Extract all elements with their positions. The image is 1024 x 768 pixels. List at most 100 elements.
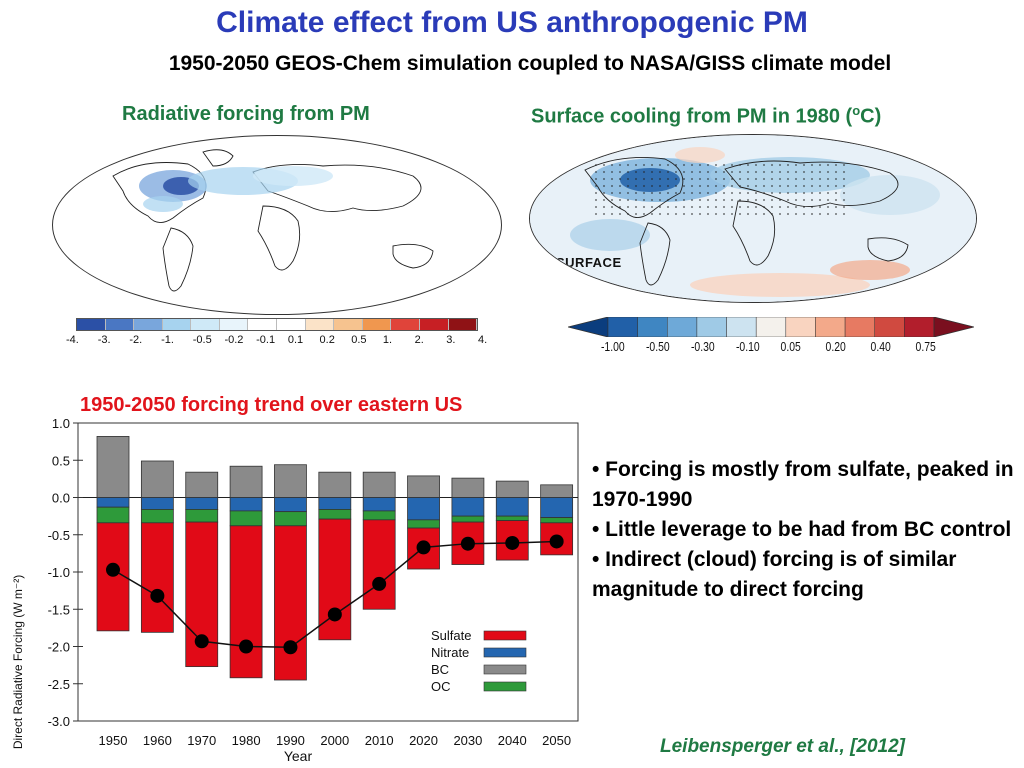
x-tick-label: 1950 [99, 733, 128, 748]
colorbar-tick-label: 0.1 [287, 334, 304, 346]
colorbar-tick-label: -0.2 [224, 334, 244, 346]
y-tick-label: -2.0 [48, 640, 70, 655]
colorbar-swatch [334, 319, 363, 330]
colorbar-swatch [696, 317, 727, 337]
colorbar-swatch [785, 317, 816, 337]
page-title: Climate effect from US anthropogenic PM [216, 6, 808, 39]
bar-segment-nitrate [495, 497, 529, 517]
x-tick-label: 1960 [143, 733, 172, 748]
forcing-trend-chart: 1.0 0.5 0.0 -0.5 -1.0 -1.5 -2.0 -2.5 -3.0 Direct … [11, 416, 579, 764]
y-tick-label: -0.5 [48, 528, 70, 543]
bar-segment-bc [362, 471, 396, 498]
colorbar-tick-label: -4. [66, 334, 79, 346]
colorbar-tick-label: -0.10 [735, 339, 760, 354]
cooling-map: SURFACE [529, 134, 977, 303]
forcing-colorbar [76, 318, 478, 331]
bar-segment-sulfate [274, 525, 307, 681]
colorbar-swatch [815, 317, 846, 337]
colorbar-swatch [362, 319, 392, 330]
y-tick-label: -1.5 [48, 602, 70, 617]
bar-segment-nitrate [362, 497, 396, 512]
degree-symbol: o [852, 103, 861, 118]
y-tick-label: -1.0 [48, 565, 70, 580]
bar-segment-bc [407, 475, 440, 498]
colorbar-swatch [162, 319, 192, 330]
colorbar-swatch [904, 317, 935, 337]
bar-segment-nitrate [229, 497, 263, 512]
colorbar-swatch [448, 319, 478, 330]
colorbar-swatch [391, 319, 420, 330]
colorbar-tick-label: 0.05 [780, 339, 801, 354]
legend-label: OC [431, 679, 451, 694]
colorbar-arrow-right [933, 317, 974, 337]
right-map-title-end: C) [860, 105, 882, 128]
net-forcing-point [505, 535, 520, 550]
colorbar-swatch [637, 317, 668, 337]
legend-swatch-nitrate [483, 647, 527, 658]
net-forcing-point [416, 540, 431, 555]
x-tick-label: 1990 [276, 733, 305, 748]
colorbar-swatch [874, 317, 905, 337]
colorbar-swatch [248, 319, 278, 330]
bar-segment-nitrate [274, 497, 307, 513]
colorbar-swatch [607, 317, 638, 337]
legend-label: Nitrate [431, 645, 469, 660]
colorbar-tick-label: -0.30 [690, 339, 715, 354]
legend-label: Sulfate [431, 628, 471, 643]
forcing-colorbar-ticks: -4. -3. -2. -1. -0.5 -0.2 -0.1 0.1 0.2 0.5 1. 2. 3. 4… [66, 334, 491, 348]
bar-segment-oc [140, 509, 174, 524]
legend-swatch-sulfate [483, 630, 527, 641]
bar-segment-nitrate [451, 497, 485, 517]
bar-segment-sulfate [318, 518, 352, 641]
forcing-map [52, 135, 502, 315]
y-tick-label: 1.0 [52, 416, 70, 431]
bar-segment-bc [185, 471, 219, 498]
net-forcing-point [150, 588, 165, 603]
page-subtitle: 1950-2050 GEOS-Chem simulation coupled t… [168, 52, 892, 75]
colorbar-swatch [105, 319, 135, 330]
bar-segment-oc [451, 515, 485, 523]
net-forcing-point [194, 634, 209, 649]
x-tick-label: 1970 [187, 733, 216, 748]
colorbar-tick-label: 2. [414, 334, 424, 346]
net-forcing-point [549, 534, 564, 549]
net-forcing-point [372, 576, 387, 591]
bar-segment-bc [540, 484, 574, 498]
bar-segment-bc [451, 477, 485, 498]
bar-segment-oc [540, 517, 574, 524]
citation: Leibensperger et al., [2012] [660, 736, 905, 757]
bar-segment-oc [407, 519, 440, 529]
colorbar-tick-label: 0.5 [351, 334, 367, 346]
bar-segment-bc [96, 436, 130, 498]
net-forcing-point [106, 562, 120, 577]
bar-segment-sulfate [229, 525, 263, 679]
bullet-list: • Forcing is mostly from sulfate, peaked… [592, 455, 1022, 605]
colorbar-tick-label: -0.50 [645, 339, 670, 354]
cooling-map-graphic [530, 135, 976, 302]
colorbar-tick-label: -1.00 [600, 339, 625, 354]
right-map-title-text: Surface cooling from PM in 1980 ( [531, 105, 853, 128]
colorbar-swatch [726, 317, 757, 337]
bullet-bc: • Little leverage to be had from BC cont… [592, 518, 1012, 541]
right-map-title: Surface cooling from PM in 1980 (oC) [531, 103, 881, 129]
colorbar-swatch [77, 319, 106, 330]
colorbar-tick-label: -2. [129, 334, 143, 346]
colorbar-swatch [277, 319, 306, 330]
y-tick-label: 0.0 [52, 491, 70, 506]
x-tick-label: 1980 [232, 733, 261, 748]
y-tick-label: 0.5 [52, 453, 70, 468]
bar-segment-nitrate [185, 497, 219, 510]
net-forcing-point [460, 536, 475, 551]
colorbar-tick-label: -0.5 [192, 334, 212, 346]
colorbar-tick-label: 3. [446, 334, 456, 346]
colorbar-tick-label: 0.40 [870, 339, 891, 354]
trend-chart-title: 1950-2050 forcing trend over eastern US [80, 394, 463, 416]
bar-segment-nitrate [140, 497, 174, 510]
colorbar-swatch [667, 317, 698, 337]
x-axis-label: Year [284, 748, 313, 764]
x-tick-label: 2030 [453, 733, 482, 748]
colorbar-arrow-left [568, 317, 609, 337]
colorbar-swatch [305, 319, 335, 330]
y-axis-label: Direct Radiative Forcing (W m⁻²) [11, 575, 25, 749]
surface-label: SURFACE [556, 255, 622, 270]
